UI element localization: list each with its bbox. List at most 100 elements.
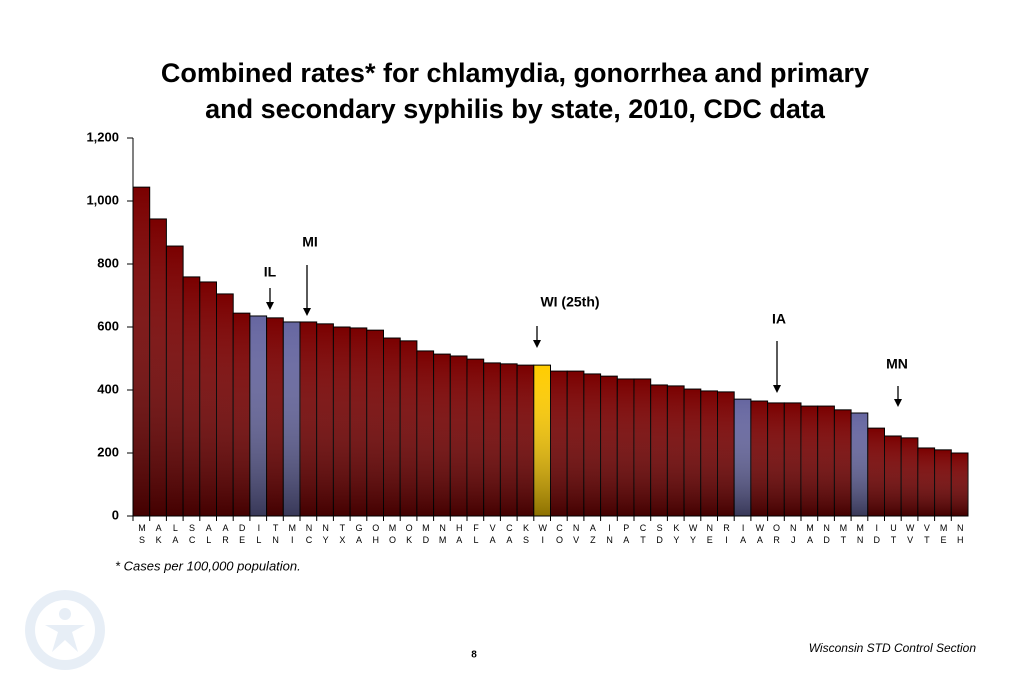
x-tick-label: SC <box>187 523 197 547</box>
x-tick-label: AZ <box>588 523 598 547</box>
x-tick-label: HA <box>454 523 464 547</box>
x-tick-label: MD <box>421 523 431 547</box>
annotation-arrowhead <box>894 399 902 407</box>
bar <box>366 329 384 517</box>
x-tick-label: TN <box>271 523 281 547</box>
x-tick-label: WA <box>755 523 765 547</box>
annotation-arrowhead <box>773 385 781 393</box>
x-tick-label: FL <box>471 523 481 547</box>
bar <box>132 186 151 517</box>
bar <box>399 340 418 517</box>
y-tick-label: 200 <box>97 444 119 459</box>
x-tick-label: MT <box>838 523 848 547</box>
bar <box>833 409 852 517</box>
x-tick-label: NH <box>955 523 965 547</box>
x-tick-label: CO <box>554 523 564 547</box>
y-tick-label: 0 <box>112 507 119 522</box>
bar <box>266 317 284 517</box>
x-tick-label: MA <box>805 523 815 547</box>
x-tick-label: KS <box>521 523 531 547</box>
bar <box>149 218 167 517</box>
bar <box>299 321 318 517</box>
bar <box>332 326 351 517</box>
x-tick-label: AR <box>220 523 230 547</box>
x-tick-label: RI <box>721 523 731 547</box>
title-line: Combined rates* for chlamydia, gonorrhea… <box>161 58 869 88</box>
x-tick-label: IL <box>254 523 264 547</box>
x-tick-label: SD <box>655 523 665 547</box>
x-tick-label: GA <box>354 523 364 547</box>
x-tick-label: UT <box>888 523 898 547</box>
bar <box>683 388 702 517</box>
bar <box>600 375 618 517</box>
bar <box>349 327 368 517</box>
x-tick-label: TX <box>337 523 347 547</box>
x-tick-label: MI <box>287 523 297 547</box>
bar <box>550 370 568 517</box>
logo <box>25 590 105 670</box>
bar <box>483 362 501 517</box>
x-tick-label: WV <box>905 523 915 547</box>
x-tick-label: AL <box>204 523 214 547</box>
x-tick-label: KY <box>671 523 681 547</box>
bar <box>533 364 551 517</box>
annotation: WI (25th) <box>540 294 599 310</box>
x-tick-label: NC <box>304 523 314 547</box>
bar <box>650 384 668 517</box>
bar <box>199 281 218 517</box>
bar <box>449 355 468 517</box>
bar <box>700 390 718 517</box>
x-tick-label: IA <box>738 523 748 547</box>
x-tick-label: IN <box>605 523 615 547</box>
bar <box>616 378 635 517</box>
x-tick-label: DE <box>237 523 247 547</box>
bar <box>466 358 485 517</box>
annotation: IL <box>264 264 277 280</box>
x-tick-label: MO <box>387 523 397 547</box>
x-tick-label: NE <box>705 523 715 547</box>
x-tick-label: OH <box>371 523 381 547</box>
page-number: 8 <box>471 650 477 661</box>
bar <box>499 363 518 517</box>
bar <box>884 435 902 517</box>
bar <box>249 315 268 517</box>
bar <box>800 405 819 517</box>
x-tick-label: WI <box>538 523 548 547</box>
bar <box>783 402 802 517</box>
x-tick-label: NY <box>321 523 331 547</box>
bar <box>516 364 535 517</box>
bar <box>282 321 301 517</box>
x-tick-label: CT <box>638 523 648 547</box>
x-tick-label: OR <box>772 523 782 547</box>
bar <box>867 427 885 517</box>
bar <box>666 385 685 517</box>
footnote: * Cases per 100,000 population. <box>115 558 301 573</box>
bar <box>216 293 234 517</box>
x-tick-label: PA <box>621 523 631 547</box>
y-tick-label: 600 <box>97 318 119 333</box>
bar <box>633 378 652 517</box>
bar <box>383 337 401 517</box>
bar <box>433 353 451 517</box>
annotation-arrowhead <box>533 340 541 348</box>
x-tick-label: OK <box>404 523 414 547</box>
bar <box>850 412 869 517</box>
x-tick-label: ND <box>822 523 832 547</box>
y-tick-label: 1,000 <box>86 192 119 207</box>
annotation-arrowhead <box>303 308 311 316</box>
x-tick-label: ME <box>939 523 949 547</box>
bar <box>817 405 835 517</box>
y-tick-label: 400 <box>97 381 119 396</box>
bar <box>316 323 334 517</box>
bar <box>934 449 952 517</box>
x-tick-label: LA <box>170 523 180 547</box>
bar <box>182 276 201 517</box>
y-tick-label: 1,200 <box>86 129 119 144</box>
y-tick-label: 800 <box>97 255 119 270</box>
x-tick-label: ID <box>872 523 882 547</box>
x-tick-label: CA <box>504 523 514 547</box>
title-line: and secondary syphilis by state, 2010, C… <box>205 94 826 124</box>
bar <box>750 400 769 517</box>
bar <box>767 402 785 517</box>
